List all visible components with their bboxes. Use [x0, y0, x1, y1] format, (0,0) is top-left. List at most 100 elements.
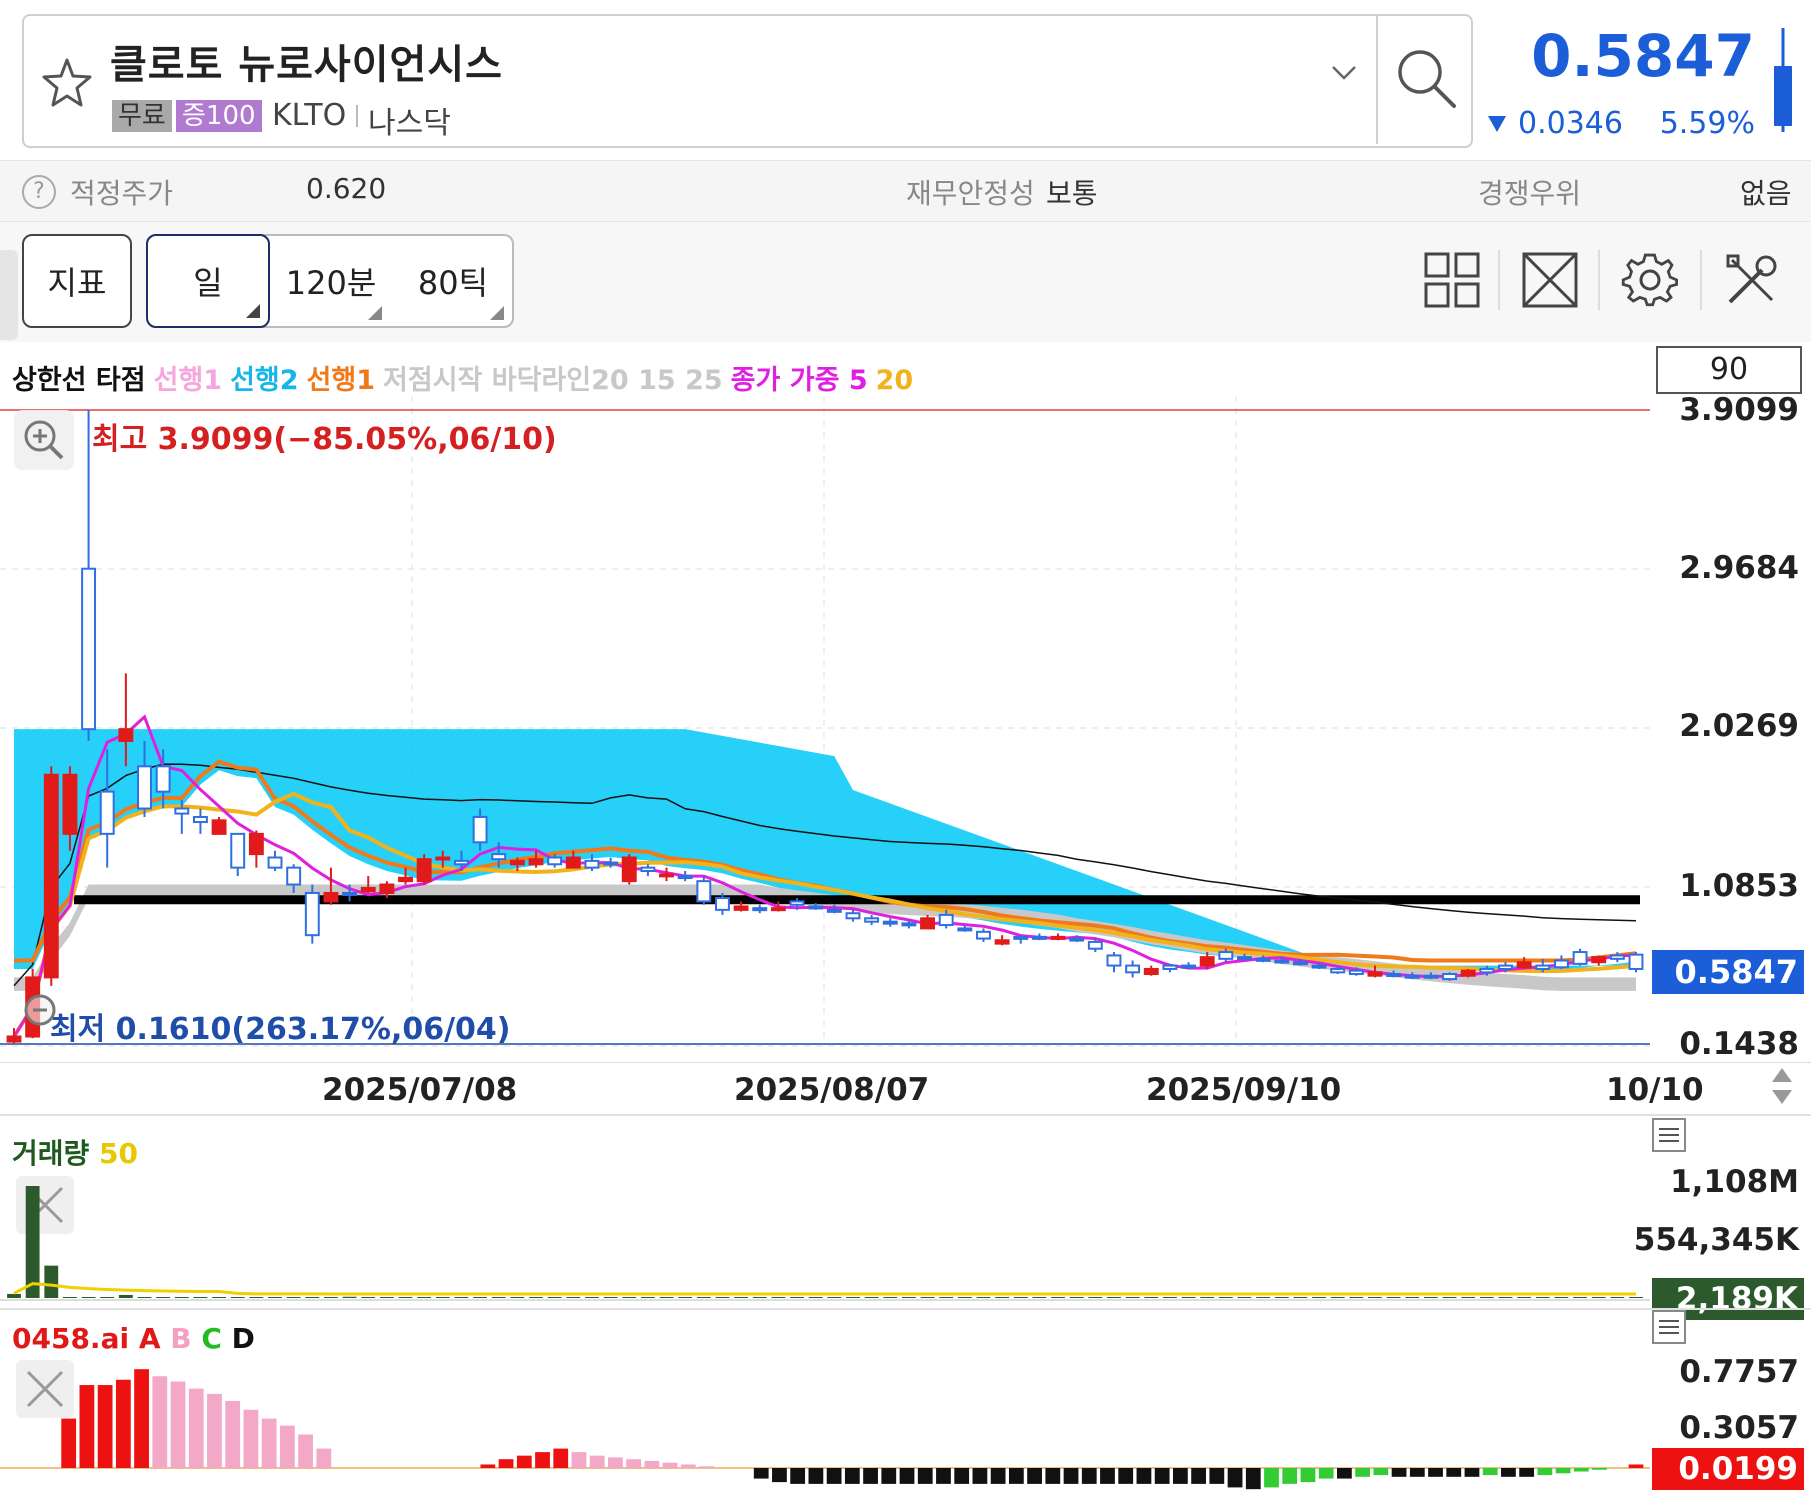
volume-bar [883, 1297, 898, 1298]
ai-bar [917, 1468, 933, 1484]
search-icon[interactable] [1392, 44, 1460, 112]
ai-bar [1628, 1464, 1644, 1468]
volume-bar [81, 1297, 96, 1298]
candle-body [360, 886, 376, 893]
ai-bar [881, 1468, 897, 1484]
volume-bar [995, 1297, 1010, 1298]
candle-body [1143, 967, 1159, 976]
ai-bar [1428, 1468, 1443, 1477]
y-tick: 2.9684 [1679, 550, 1799, 586]
volume-bar [1629, 1297, 1643, 1298]
period-80tick-button[interactable]: 80틱 [394, 234, 512, 328]
period-120min-button[interactable]: 120분 [272, 234, 390, 328]
candle-body [1218, 951, 1234, 960]
ai-bar [936, 1468, 951, 1484]
legend-item: 20 [875, 365, 914, 396]
ai-bar [170, 1381, 186, 1468]
chevron-down-icon[interactable] [1330, 64, 1358, 82]
candle-body [715, 897, 730, 911]
settings-gear-icon[interactable] [1620, 250, 1680, 310]
ai-bar [972, 1468, 988, 1484]
ai-indicator-label: 0458.ai [12, 1322, 130, 1355]
ai-bar [1008, 1468, 1024, 1484]
candle-body [323, 891, 339, 903]
volume-bar [1162, 1297, 1177, 1298]
candle-body [1367, 971, 1383, 977]
divider [1598, 250, 1600, 310]
stock-name[interactable]: 클로토 뉴로사이언시스 [110, 42, 503, 88]
ai-bar [516, 1455, 532, 1468]
candle-body [1572, 951, 1588, 965]
candle-body [1386, 973, 1402, 978]
ai-bar [207, 1393, 222, 1468]
y-axis-input[interactable]: 90 [1656, 346, 1802, 394]
volume-bar [547, 1297, 562, 1298]
ai-bar [1409, 1468, 1425, 1477]
volume-bar [1069, 1297, 1084, 1298]
y-tick: 0.3057 [1679, 1410, 1799, 1446]
ai-series-a: A [138, 1322, 161, 1355]
volume-last-tag: 2,189K [1652, 1278, 1804, 1320]
ai-bar [1373, 1468, 1389, 1476]
candle-body [1087, 940, 1103, 950]
volume-bar [342, 1296, 357, 1298]
candle-body [901, 922, 917, 927]
ai-bar [990, 1468, 1006, 1484]
candle-body [1181, 964, 1197, 969]
candle-body [6, 1035, 22, 1043]
ai-bar [1245, 1468, 1261, 1490]
volume-chart[interactable] [0, 1164, 1811, 1304]
volume-bar [193, 1297, 208, 1298]
close-icon[interactable] [16, 1360, 74, 1418]
help-icon[interactable]: ? [22, 175, 56, 209]
ai-bar [1227, 1468, 1243, 1488]
candle-body [789, 900, 805, 906]
layout-grid-icon[interactable] [1422, 250, 1482, 310]
candle-body [1628, 953, 1644, 970]
volume-bar [790, 1297, 804, 1298]
ai-bar [480, 1464, 496, 1468]
volume-bar [678, 1297, 693, 1298]
candle-body [398, 876, 413, 883]
ai-bar [225, 1400, 241, 1468]
price-chart[interactable] [0, 396, 1811, 1060]
volume-bar [249, 1297, 264, 1298]
axis-scroll-icon[interactable] [1770, 1066, 1794, 1106]
candle-body [435, 856, 451, 861]
side-drawer-handle[interactable] [0, 250, 18, 340]
zoom-out-icon[interactable] [14, 984, 74, 1044]
candle-body [491, 853, 507, 861]
price-change-percent: 5.59% [1659, 106, 1755, 141]
candle-body [938, 913, 954, 927]
menu-icon[interactable] [1652, 1310, 1686, 1344]
ai-indicator-chart[interactable] [0, 1340, 1811, 1490]
upper-band-line [13, 763, 1637, 987]
candle-body [770, 907, 786, 912]
volume-bar [1032, 1297, 1047, 1298]
zoom-in-icon[interactable] [14, 410, 74, 470]
menu-icon[interactable] [1652, 1118, 1686, 1152]
period-day-button[interactable]: 일 [146, 234, 270, 328]
candle-body [137, 765, 152, 810]
ai-bar [1592, 1468, 1607, 1470]
tools-icon[interactable] [1722, 250, 1782, 310]
indicator-button[interactable]: 지표 [22, 234, 132, 328]
volume-bar [1461, 1297, 1476, 1298]
ai-bar [152, 1376, 168, 1468]
x-tick: 10/10 [1606, 1072, 1704, 1108]
ai-bar [644, 1460, 660, 1468]
floor-band [14, 884, 1636, 991]
ticker-symbol: KLTO [272, 98, 347, 133]
stability-label: 재무안정성 [906, 177, 1035, 210]
favorite-star-icon[interactable] [40, 56, 94, 110]
expand-icon[interactable] [1520, 250, 1580, 310]
ai-bar [808, 1468, 824, 1484]
volume-bar [1144, 1297, 1159, 1298]
ai-series-c: C [201, 1322, 222, 1355]
mini-candle-icon [1774, 28, 1792, 132]
candle-body [1404, 974, 1420, 979]
volume-label: 거래량 [12, 1137, 90, 1170]
volume-bar [1218, 1297, 1233, 1298]
ai-bar [97, 1385, 113, 1468]
candle-body [603, 861, 619, 866]
